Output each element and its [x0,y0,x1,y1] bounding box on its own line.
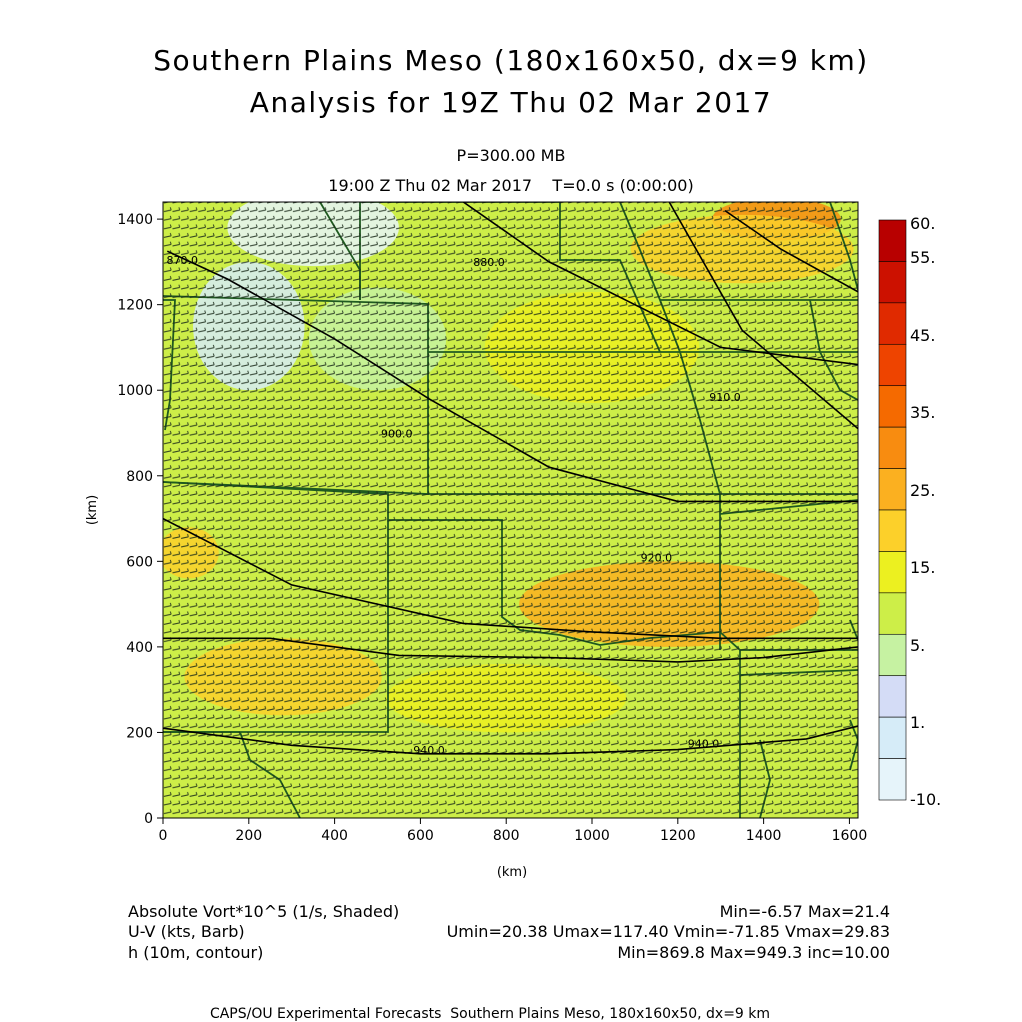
legend-field2-stats: Umin=20.38 Umax=117.40 Vmin=-71.85 Vmax=… [446,922,890,941]
legend-field2-label: U-V (kts, Barb) [128,922,245,941]
height-contour [163,517,858,640]
y-tick-label: 600 [126,554,153,570]
x-tick-label: 1000 [574,828,610,844]
legend-field3-label: h (10m, contour) [128,943,264,962]
x-tick-label: 1600 [832,828,868,844]
contour-label: 900.0 [381,427,413,440]
contour-label: 880.0 [473,256,505,269]
colorbar-swatch [878,385,907,428]
chart-title: Southern Plains Meso (180x160x50, dx=9 k… [153,44,869,77]
colorbar-swatch [878,758,907,801]
height-contour [163,637,858,663]
x-tick-label: 200 [235,828,262,844]
x-tick-label: 400 [321,828,348,844]
colorbar-label: 5. [910,636,925,655]
contour-label: 870.0 [167,254,199,267]
y-tick-label: 1000 [117,383,153,399]
legend-field1-label: Absolute Vort*10^5 (1/s, Shaded) [128,902,400,921]
x-tick-label: 1200 [660,828,696,844]
legend-field3-stats: Min=869.8 Max=949.3 inc=10.00 [617,943,890,962]
colorbar-swatch [878,509,907,552]
x-tick-label: 1400 [746,828,782,844]
y-tick-label: 0 [144,811,153,827]
colorbar-swatch [878,468,907,511]
y-tick-label: 400 [126,640,153,656]
colorbar-label: 55. [910,248,935,267]
colorbar-label: 35. [910,403,935,422]
height-contour [668,202,858,430]
legend-field1-stats: Min=-6.57 Max=21.4 [719,902,890,921]
colorbar-swatch [878,592,907,635]
colorbar-swatch [878,219,907,262]
contour-label: 940.0 [688,737,720,750]
pressure-level: P=300.00 MB [456,146,566,165]
height-contour [166,250,858,503]
contour-label: 940.0 [413,744,445,757]
colorbar-swatch [878,302,907,345]
colorbar-swatch [878,551,907,594]
x-tick-label: 600 [407,828,434,844]
contour-label: 910.0 [709,391,741,404]
colorbar: 60. 55. 45. 35. 25. 15. 5. 1. -10. [878,214,941,809]
y-tick-label: 200 [126,725,153,741]
x-tick-label: 0 [159,828,168,844]
y-tick-label: 1400 [117,212,153,228]
y-tick-label: 800 [126,469,153,485]
y-axis-label: (km) [85,495,100,525]
x-axis-label: (km) [497,865,527,880]
valid-time: 19:00 Z Thu 02 Mar 2017 T=0.0 s (0:00:00… [328,176,694,195]
y-tick-label: 1200 [117,298,153,314]
contour-label: 920.0 [641,551,673,564]
colorbar-swatch [878,261,907,304]
colorbar-swatch [878,675,907,718]
height-contour [462,202,858,366]
colorbar-label: 60. [910,214,935,233]
colorbar-swatch [878,343,907,387]
x-tick-label: 800 [493,828,520,844]
colorbar-label: -10. [910,790,941,809]
height-contour [163,725,858,755]
colorbar-label: 25. [910,481,935,500]
chart-subtitle: Analysis for 19Z Thu 02 Mar 2017 [249,86,773,119]
colorbar-label: 15. [910,558,935,577]
colorbar-swatch [878,633,907,677]
colorbar-label: 45. [910,326,935,345]
height-contour [724,209,858,293]
footer-credit: CAPS/OU Experimental Forecasts Southern … [209,1006,771,1022]
plot-area: 870.0 880.0 900.0 910.0 920.0 940.0 940.0 [162,201,859,819]
plot-frame [162,201,859,819]
colorbar-label: 1. [910,713,925,732]
colorbar-swatch [878,426,907,469]
wind-barbs [163,202,858,818]
colorbar-swatch [878,716,907,759]
